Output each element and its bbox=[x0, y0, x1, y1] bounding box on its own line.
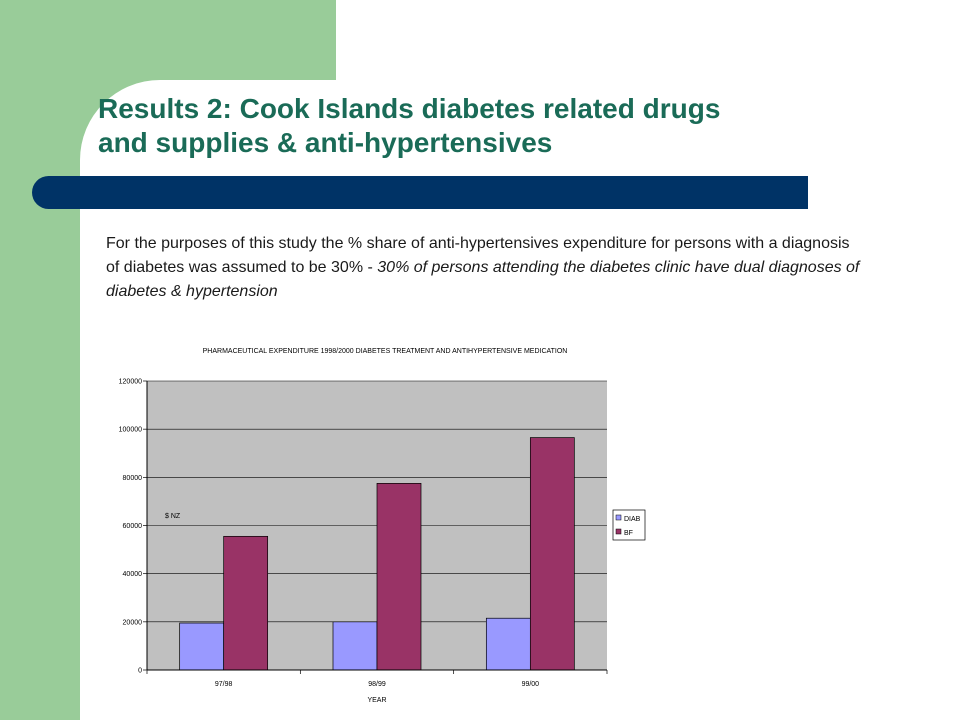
bars bbox=[179, 437, 575, 671]
slide-title: Results 2: Cook Islands diabetes related… bbox=[98, 92, 858, 160]
x-axis-label: YEAR bbox=[367, 697, 386, 704]
x-tick-label: 97/98 bbox=[215, 681, 233, 688]
y-tick-label: 40000 bbox=[123, 571, 143, 578]
bar-diab-2 bbox=[332, 621, 378, 671]
x-tick-label: 98/99 bbox=[368, 681, 386, 688]
y-axis-label: $ NZ bbox=[165, 513, 181, 520]
bar-diab-3 bbox=[485, 617, 531, 671]
x-axis-ticks: 97/98 98/99 99/00 bbox=[146, 670, 608, 688]
slide-body-text: For the purposes of this study the % sha… bbox=[106, 232, 866, 304]
bar-diab-1 bbox=[179, 622, 225, 671]
y-tick-label: 80000 bbox=[123, 475, 143, 482]
y-axis-ticks: 0 20000 40000 60000 80000 100000 120000 bbox=[119, 379, 147, 675]
chart-legend: DIAB BF bbox=[612, 509, 646, 541]
chart-title: PHARMACEUTICAL EXPENDITURE 1998/2000 DIA… bbox=[203, 348, 568, 355]
legend-label-diab: DIAB bbox=[624, 516, 641, 523]
y-tick-label: 120000 bbox=[119, 379, 142, 386]
title-line-1: Results 2: Cook Islands diabetes related… bbox=[98, 93, 721, 124]
y-tick-label: 100000 bbox=[119, 427, 142, 434]
legend-swatch-bf bbox=[615, 528, 622, 535]
title-underline-bar bbox=[32, 176, 808, 209]
bar-bf-1 bbox=[223, 535, 269, 671]
body-text-italic: 30% of persons attending the diabetes cl… bbox=[106, 259, 860, 300]
x-tick-label: 99/00 bbox=[522, 681, 540, 688]
y-tick-label: 0 bbox=[138, 668, 142, 675]
bar-bf-3 bbox=[529, 437, 575, 671]
y-tick-label: 60000 bbox=[123, 523, 143, 530]
body-text-plain: For the purposes of this study the % sha… bbox=[106, 235, 850, 276]
legend-swatch-diab bbox=[615, 514, 622, 521]
legend-label-bf: BF bbox=[624, 530, 633, 537]
bar-bf-2 bbox=[376, 483, 422, 671]
y-tick-label: 20000 bbox=[123, 619, 143, 626]
title-line-2: and supplies & anti-hypertensives bbox=[98, 127, 553, 158]
